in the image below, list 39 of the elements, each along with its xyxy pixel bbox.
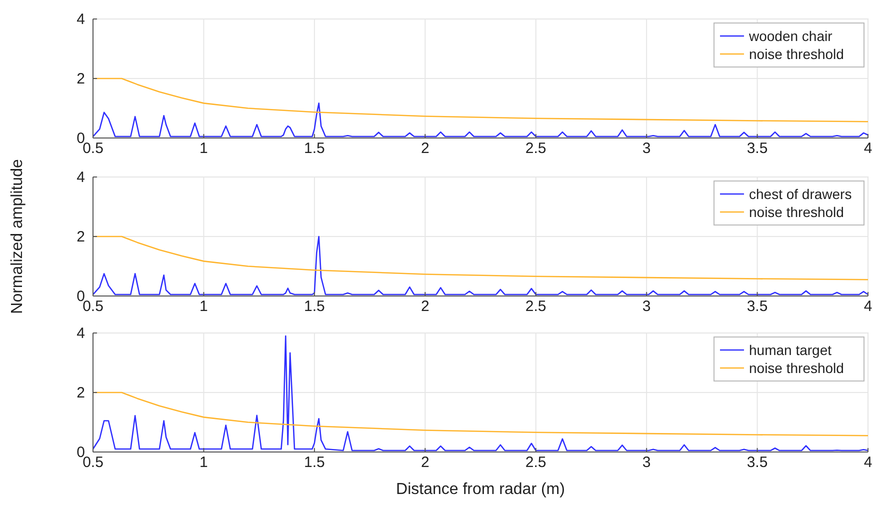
x-tick-label: 2.5 [525, 454, 546, 471]
x-tick-label: 0.5 [82, 140, 104, 157]
y-tick-label: 4 [76, 169, 85, 186]
x-axis-title: Distance from radar (m) [396, 481, 565, 498]
legend-label: noise threshold [749, 204, 844, 220]
x-tick-label: 1.5 [304, 140, 325, 157]
x-tick-label: 3 [642, 298, 651, 315]
x-tick-label: 4 [864, 140, 872, 157]
legend-label: human target [749, 342, 832, 358]
y-tick-label: 2 [76, 228, 85, 246]
x-tick-label: 4 [864, 454, 872, 471]
legend-label: wooden chair [748, 28, 833, 44]
y-axis-title: Normalized amplitude [9, 159, 26, 314]
x-tick-label: 2.5 [525, 140, 546, 157]
x-tick-label: 1 [200, 140, 208, 157]
x-tick-label: 4 [864, 298, 872, 315]
x-tick-label: 0.5 [82, 454, 104, 471]
x-tick-label: 3.5 [746, 454, 768, 471]
legend-label: noise threshold [749, 46, 844, 62]
x-tick-label: 3.5 [746, 140, 768, 157]
x-tick-label: 3.5 [746, 298, 768, 315]
x-tick-label: 3 [642, 454, 651, 471]
x-tick-label: 2 [420, 298, 430, 315]
x-tick-label: 2 [420, 454, 430, 471]
x-tick-label: 3 [642, 140, 651, 157]
x-tick-label: 2.5 [525, 298, 546, 315]
legend-label: chest of drawers [749, 186, 852, 202]
y-tick-label: 4 [76, 325, 85, 342]
x-tick-label: 0.5 [82, 298, 104, 315]
y-tick-label: 2 [76, 70, 85, 88]
line-series [92, 335, 869, 452]
legend-label: noise threshold [749, 360, 844, 376]
y-tick-label: 2 [76, 384, 85, 402]
x-tick-label: 1 [200, 454, 208, 471]
x-tick-label: 1.5 [304, 298, 325, 315]
x-tick-label: 1.5 [304, 454, 325, 471]
x-tick-label: 1 [200, 298, 208, 315]
y-tick-label: 4 [76, 11, 85, 28]
x-tick-label: 2 [420, 140, 430, 157]
